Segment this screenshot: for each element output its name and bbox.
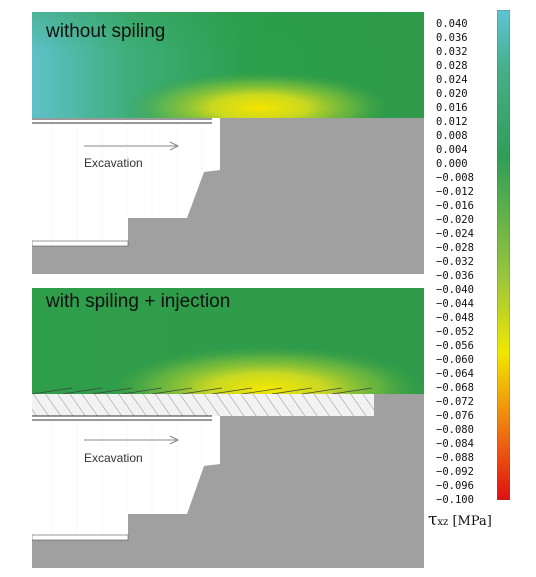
colorbar-tick-label: −0.044 <box>436 298 474 310</box>
colorbar-tick-label: −0.056 <box>436 340 474 352</box>
colorbar-tick-label: −0.008 <box>436 172 474 184</box>
excavation-label: Excavation <box>84 451 143 465</box>
colorbar-tick-label: −0.076 <box>436 410 474 422</box>
rock-mass <box>32 408 424 568</box>
colorbar-tick-label: 0.000 <box>436 158 468 170</box>
colorbar-tick-label: −0.028 <box>436 242 474 254</box>
colorbar-tick-label: −0.088 <box>436 452 474 464</box>
colorbar-tick-label: −0.064 <box>436 368 474 380</box>
colorbar-tick-label: 0.028 <box>436 60 468 72</box>
colorbar-tick-label: 0.004 <box>436 144 468 156</box>
panel-with-spiling: with spiling + injection Excavation <box>32 288 424 568</box>
colorbar-tick-label: −0.080 <box>436 424 474 436</box>
panel-without-spiling: without spiling Excavation <box>32 12 424 274</box>
tau-symbol: τ <box>428 510 438 530</box>
colorbar-tick-label: −0.092 <box>436 466 474 478</box>
colorbar-tick-label: 0.040 <box>436 18 468 30</box>
excavation-label: Excavation <box>84 156 143 170</box>
colorbar-tick-label: −0.060 <box>436 354 474 366</box>
tunnel-lining <box>32 415 212 421</box>
colorbar-tick-label: −0.068 <box>436 382 474 394</box>
panel-title: without spiling <box>46 21 166 42</box>
colorbar-tick-label: 0.012 <box>436 116 468 128</box>
colorbar-tick-label: 0.036 <box>436 32 468 44</box>
colorbar-gradient <box>497 10 510 500</box>
colorbar-tick-label: −0.016 <box>436 200 474 212</box>
tunnel-lining <box>32 118 212 124</box>
tau-subscript: xz <box>437 517 449 528</box>
colorbar-tick-label: 0.008 <box>436 130 468 142</box>
colorbar-tick-label: −0.048 <box>436 312 474 324</box>
rock-mass <box>32 118 424 274</box>
excavation-arrow <box>84 435 180 445</box>
colorbar-tick-label: −0.012 <box>436 186 474 198</box>
colorbar-tick-label: 0.020 <box>436 88 468 100</box>
colorbar-tick-label: 0.016 <box>436 102 468 114</box>
unit-label: [MPa] <box>452 514 492 529</box>
colorbar-tick-label: −0.100 <box>436 494 474 506</box>
colorbar-tick-label: 0.024 <box>436 74 468 86</box>
colorbar: 0.040 0.036 0.032 0.028 0.024 0.020 0.016 0.012… <box>424 10 512 550</box>
excavation-arrow <box>84 141 180 151</box>
colorbar-tick-label: −0.032 <box>436 256 474 268</box>
colorbar-tick-label: −0.084 <box>436 438 474 450</box>
colorbar-tick-label: −0.096 <box>436 480 474 492</box>
colorbar-tick-label: −0.040 <box>436 284 474 296</box>
colorbar-tick-label: 0.032 <box>436 46 468 58</box>
colorbar-tick-label: −0.052 <box>436 326 474 338</box>
colorbar-unit: τxz [MPa] <box>428 510 492 530</box>
stress-contour-plot-2 <box>32 288 424 568</box>
colorbar-tick-label: −0.024 <box>436 228 474 240</box>
colorbar-tick-label: −0.020 <box>436 214 474 226</box>
colorbar-tick-label: −0.036 <box>436 270 474 282</box>
colorbar-tick-label: −0.072 <box>436 396 474 408</box>
stress-contour-plot-1 <box>32 12 424 274</box>
panel-title: with spiling + injection <box>46 291 231 312</box>
